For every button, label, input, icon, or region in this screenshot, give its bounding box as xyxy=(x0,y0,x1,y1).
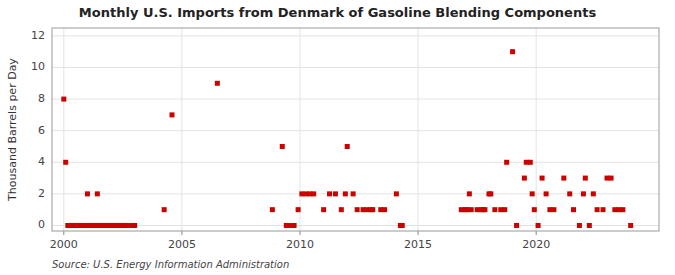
y-tick-label: 6 xyxy=(38,124,45,137)
point xyxy=(492,207,497,212)
point xyxy=(343,191,348,196)
y-grid-line xyxy=(52,35,659,36)
y-tick-label: 4 xyxy=(38,155,45,168)
point xyxy=(95,191,100,196)
point xyxy=(339,207,344,212)
point xyxy=(351,191,356,196)
point xyxy=(132,223,137,228)
x-tick-label: 2000 xyxy=(50,238,78,251)
x-tick-label: 2015 xyxy=(404,238,432,251)
point xyxy=(620,207,625,212)
point xyxy=(571,207,576,212)
x-tick xyxy=(299,231,300,235)
point xyxy=(502,207,507,212)
background xyxy=(0,0,675,275)
point xyxy=(321,207,326,212)
chart: 0 2 4 6 8 10 12 2000 2005 2010 2015 2020 Monthly U.S… xyxy=(0,0,675,275)
point xyxy=(577,223,582,228)
y-grid-line xyxy=(52,67,659,68)
grid xyxy=(52,28,659,231)
y-tick-label: 10 xyxy=(31,60,45,73)
x-grid-line xyxy=(63,28,64,231)
title: Monthly U.S. Imports from Denmark of Gas… xyxy=(79,5,597,20)
point xyxy=(162,207,167,212)
point xyxy=(601,207,606,212)
point xyxy=(504,160,509,165)
point xyxy=(514,223,519,228)
point xyxy=(530,191,535,196)
point xyxy=(270,207,275,212)
x-tick-label: 2010 xyxy=(286,238,314,251)
x-grid-line xyxy=(299,28,300,231)
point xyxy=(296,207,301,212)
y-axis-label: Thousand Barrels per Day xyxy=(6,58,19,202)
point xyxy=(544,191,549,196)
point xyxy=(169,112,174,117)
point xyxy=(280,144,285,149)
plot-frame xyxy=(52,28,659,231)
point xyxy=(488,191,493,196)
x-grid-line xyxy=(418,28,419,231)
point xyxy=(327,191,332,196)
x-tick-label: 2005 xyxy=(168,238,196,251)
point xyxy=(345,144,350,149)
y-tick-label: 2 xyxy=(38,187,45,200)
point xyxy=(311,191,316,196)
point xyxy=(400,223,405,228)
point xyxy=(482,207,487,212)
x-tick xyxy=(536,231,537,235)
point xyxy=(292,223,297,228)
annotation: Source: U.S. Energy Information Administ… xyxy=(52,259,289,270)
point xyxy=(469,207,474,212)
y-tick-label: 8 xyxy=(38,92,45,105)
point xyxy=(61,97,66,102)
point xyxy=(394,191,399,196)
point xyxy=(628,223,633,228)
y-tick-label: 0 xyxy=(38,218,45,231)
point xyxy=(215,81,220,86)
x-tick-label: 2020 xyxy=(522,238,550,251)
point xyxy=(587,223,592,228)
point xyxy=(581,191,586,196)
point xyxy=(63,160,68,165)
point xyxy=(522,176,527,181)
point xyxy=(467,191,472,196)
y-grid-line xyxy=(52,99,659,100)
point xyxy=(536,223,541,228)
x-grid-line xyxy=(536,28,537,231)
point xyxy=(567,191,572,196)
points xyxy=(61,49,633,228)
x-grid-line xyxy=(181,28,182,231)
point xyxy=(561,176,566,181)
point xyxy=(510,49,515,54)
y-grid-line xyxy=(52,130,659,131)
point xyxy=(609,176,614,181)
point xyxy=(551,207,556,212)
point xyxy=(333,191,338,196)
x-tick xyxy=(63,231,64,235)
point xyxy=(355,207,360,212)
point xyxy=(528,160,533,165)
point xyxy=(595,207,600,212)
point xyxy=(583,176,588,181)
axes: 0 2 4 6 8 10 12 2000 2005 2010 2015 2020 xyxy=(31,29,550,251)
y-grid-line xyxy=(52,162,659,163)
point xyxy=(370,207,375,212)
x-tick xyxy=(181,231,182,235)
point xyxy=(591,191,596,196)
point xyxy=(382,207,387,212)
x-tick xyxy=(418,231,419,235)
y-tick-label: 12 xyxy=(31,29,45,42)
point xyxy=(532,207,537,212)
point xyxy=(85,191,90,196)
y-grid-line xyxy=(52,225,659,226)
point xyxy=(540,176,545,181)
